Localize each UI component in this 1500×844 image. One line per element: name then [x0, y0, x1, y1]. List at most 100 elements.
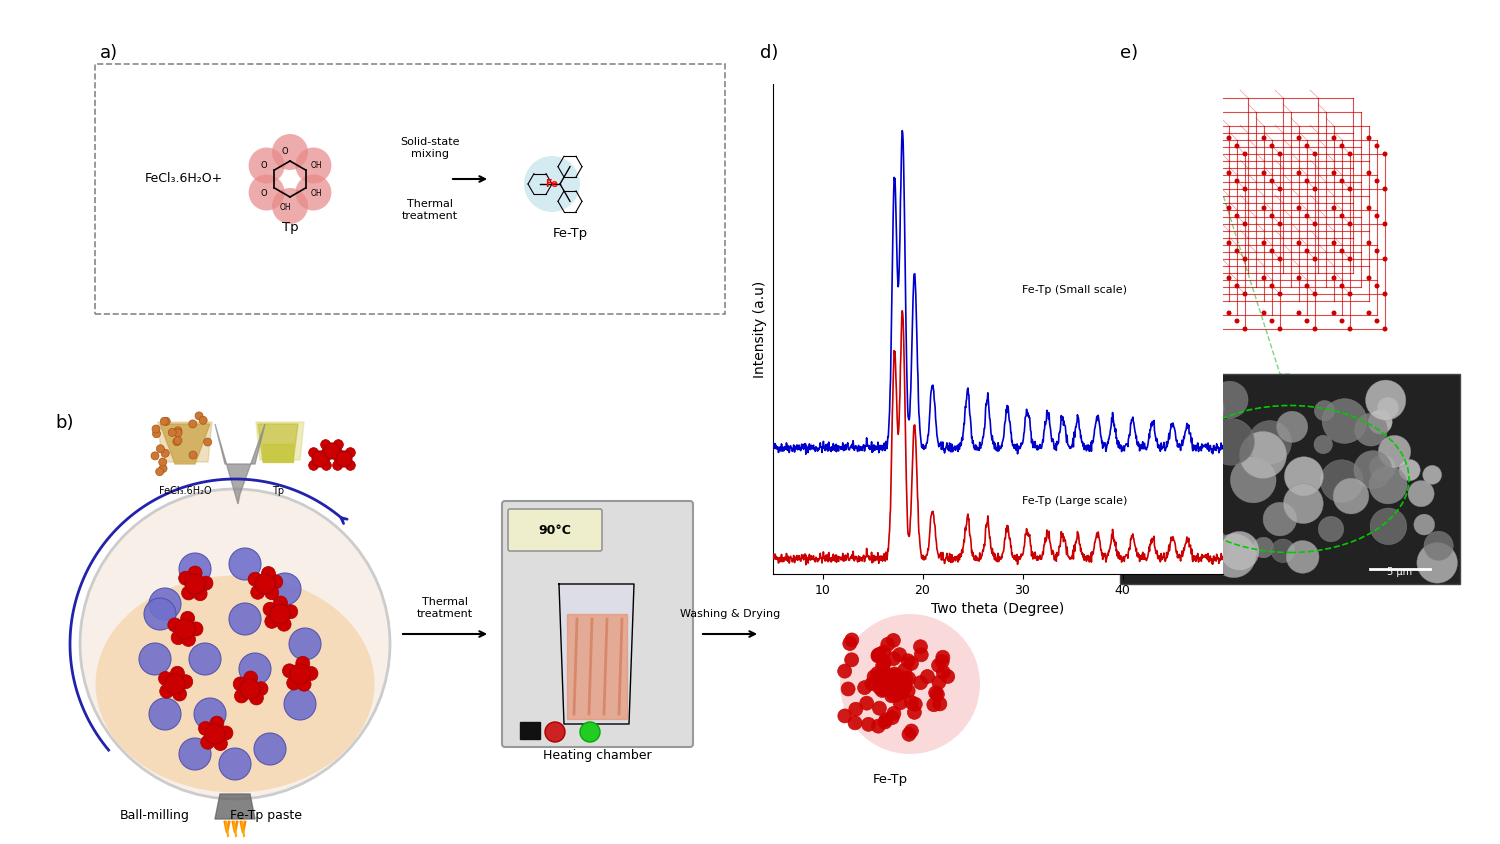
Polygon shape	[560, 584, 634, 724]
Circle shape	[876, 659, 890, 673]
Circle shape	[219, 726, 232, 740]
Circle shape	[888, 667, 902, 681]
Circle shape	[195, 412, 202, 420]
Circle shape	[304, 667, 318, 680]
Circle shape	[168, 618, 182, 632]
Circle shape	[1305, 284, 1310, 289]
Circle shape	[174, 436, 182, 445]
Circle shape	[1262, 170, 1266, 176]
Text: Fe-Tp paste: Fe-Tp paste	[230, 809, 302, 823]
Circle shape	[886, 652, 900, 666]
Circle shape	[204, 438, 212, 446]
Circle shape	[930, 687, 945, 701]
Circle shape	[1400, 459, 1420, 481]
Circle shape	[262, 603, 278, 616]
Circle shape	[297, 677, 310, 691]
Text: Thermal
treatment: Thermal treatment	[402, 199, 457, 220]
Circle shape	[1242, 291, 1248, 296]
Circle shape	[880, 668, 894, 682]
Circle shape	[1278, 221, 1282, 226]
Circle shape	[1200, 143, 1204, 149]
Circle shape	[1332, 205, 1336, 210]
Text: e): e)	[1120, 44, 1138, 62]
Circle shape	[284, 604, 298, 619]
Circle shape	[1383, 187, 1388, 192]
Circle shape	[1340, 318, 1344, 323]
Circle shape	[176, 619, 195, 639]
Circle shape	[1383, 221, 1388, 226]
Circle shape	[1192, 528, 1228, 564]
Circle shape	[880, 671, 894, 685]
Circle shape	[890, 676, 903, 690]
Circle shape	[1305, 318, 1310, 323]
Circle shape	[1262, 241, 1266, 246]
Circle shape	[914, 640, 927, 654]
Circle shape	[1314, 401, 1335, 421]
Circle shape	[1347, 291, 1353, 296]
Circle shape	[273, 596, 288, 610]
Circle shape	[1332, 136, 1336, 140]
Circle shape	[902, 672, 915, 685]
Circle shape	[886, 688, 900, 701]
Circle shape	[1374, 284, 1380, 289]
Circle shape	[1296, 311, 1302, 316]
Circle shape	[1422, 465, 1442, 484]
Circle shape	[1378, 436, 1410, 468]
Circle shape	[296, 657, 310, 670]
Circle shape	[336, 451, 352, 467]
Circle shape	[871, 649, 885, 663]
Circle shape	[268, 573, 302, 605]
Circle shape	[1354, 451, 1392, 489]
Circle shape	[1305, 214, 1310, 219]
Circle shape	[1200, 284, 1204, 289]
Text: Ball-milling: Ball-milling	[120, 809, 190, 823]
Circle shape	[174, 427, 182, 435]
Polygon shape	[214, 794, 255, 819]
Circle shape	[1210, 381, 1248, 419]
Circle shape	[1242, 257, 1248, 262]
Polygon shape	[160, 424, 210, 464]
Circle shape	[1191, 311, 1197, 316]
Y-axis label: Intensity (a.u): Intensity (a.u)	[753, 280, 766, 378]
Circle shape	[1227, 311, 1232, 316]
Circle shape	[1262, 275, 1266, 280]
Circle shape	[898, 672, 914, 685]
Circle shape	[165, 674, 184, 694]
Circle shape	[1242, 152, 1248, 156]
Circle shape	[859, 696, 873, 710]
Circle shape	[1227, 205, 1232, 210]
Circle shape	[1366, 275, 1371, 280]
Circle shape	[879, 672, 892, 685]
Circle shape	[1191, 457, 1216, 483]
Circle shape	[188, 566, 202, 580]
Circle shape	[182, 632, 195, 647]
Text: OH: OH	[310, 188, 322, 197]
Circle shape	[921, 669, 934, 684]
Circle shape	[1278, 327, 1282, 332]
Circle shape	[1305, 178, 1310, 183]
Circle shape	[1234, 318, 1239, 323]
Circle shape	[159, 464, 166, 473]
Circle shape	[1269, 248, 1275, 253]
Circle shape	[1320, 460, 1364, 502]
Circle shape	[1314, 436, 1332, 454]
Circle shape	[1208, 187, 1212, 192]
Circle shape	[897, 680, 912, 695]
Circle shape	[1227, 241, 1232, 246]
Circle shape	[159, 684, 174, 698]
Circle shape	[544, 722, 566, 742]
Circle shape	[1332, 241, 1336, 246]
Circle shape	[243, 671, 258, 685]
Circle shape	[1269, 284, 1275, 289]
Circle shape	[1418, 543, 1458, 583]
Circle shape	[261, 566, 276, 581]
Circle shape	[171, 666, 184, 680]
Circle shape	[333, 452, 344, 463]
Circle shape	[1262, 136, 1266, 140]
Circle shape	[888, 669, 902, 684]
Text: Fe-Tp: Fe-Tp	[552, 228, 588, 241]
Text: O: O	[261, 188, 267, 197]
Circle shape	[1220, 532, 1258, 571]
Text: Tp: Tp	[272, 486, 284, 496]
Text: O: O	[261, 160, 267, 170]
